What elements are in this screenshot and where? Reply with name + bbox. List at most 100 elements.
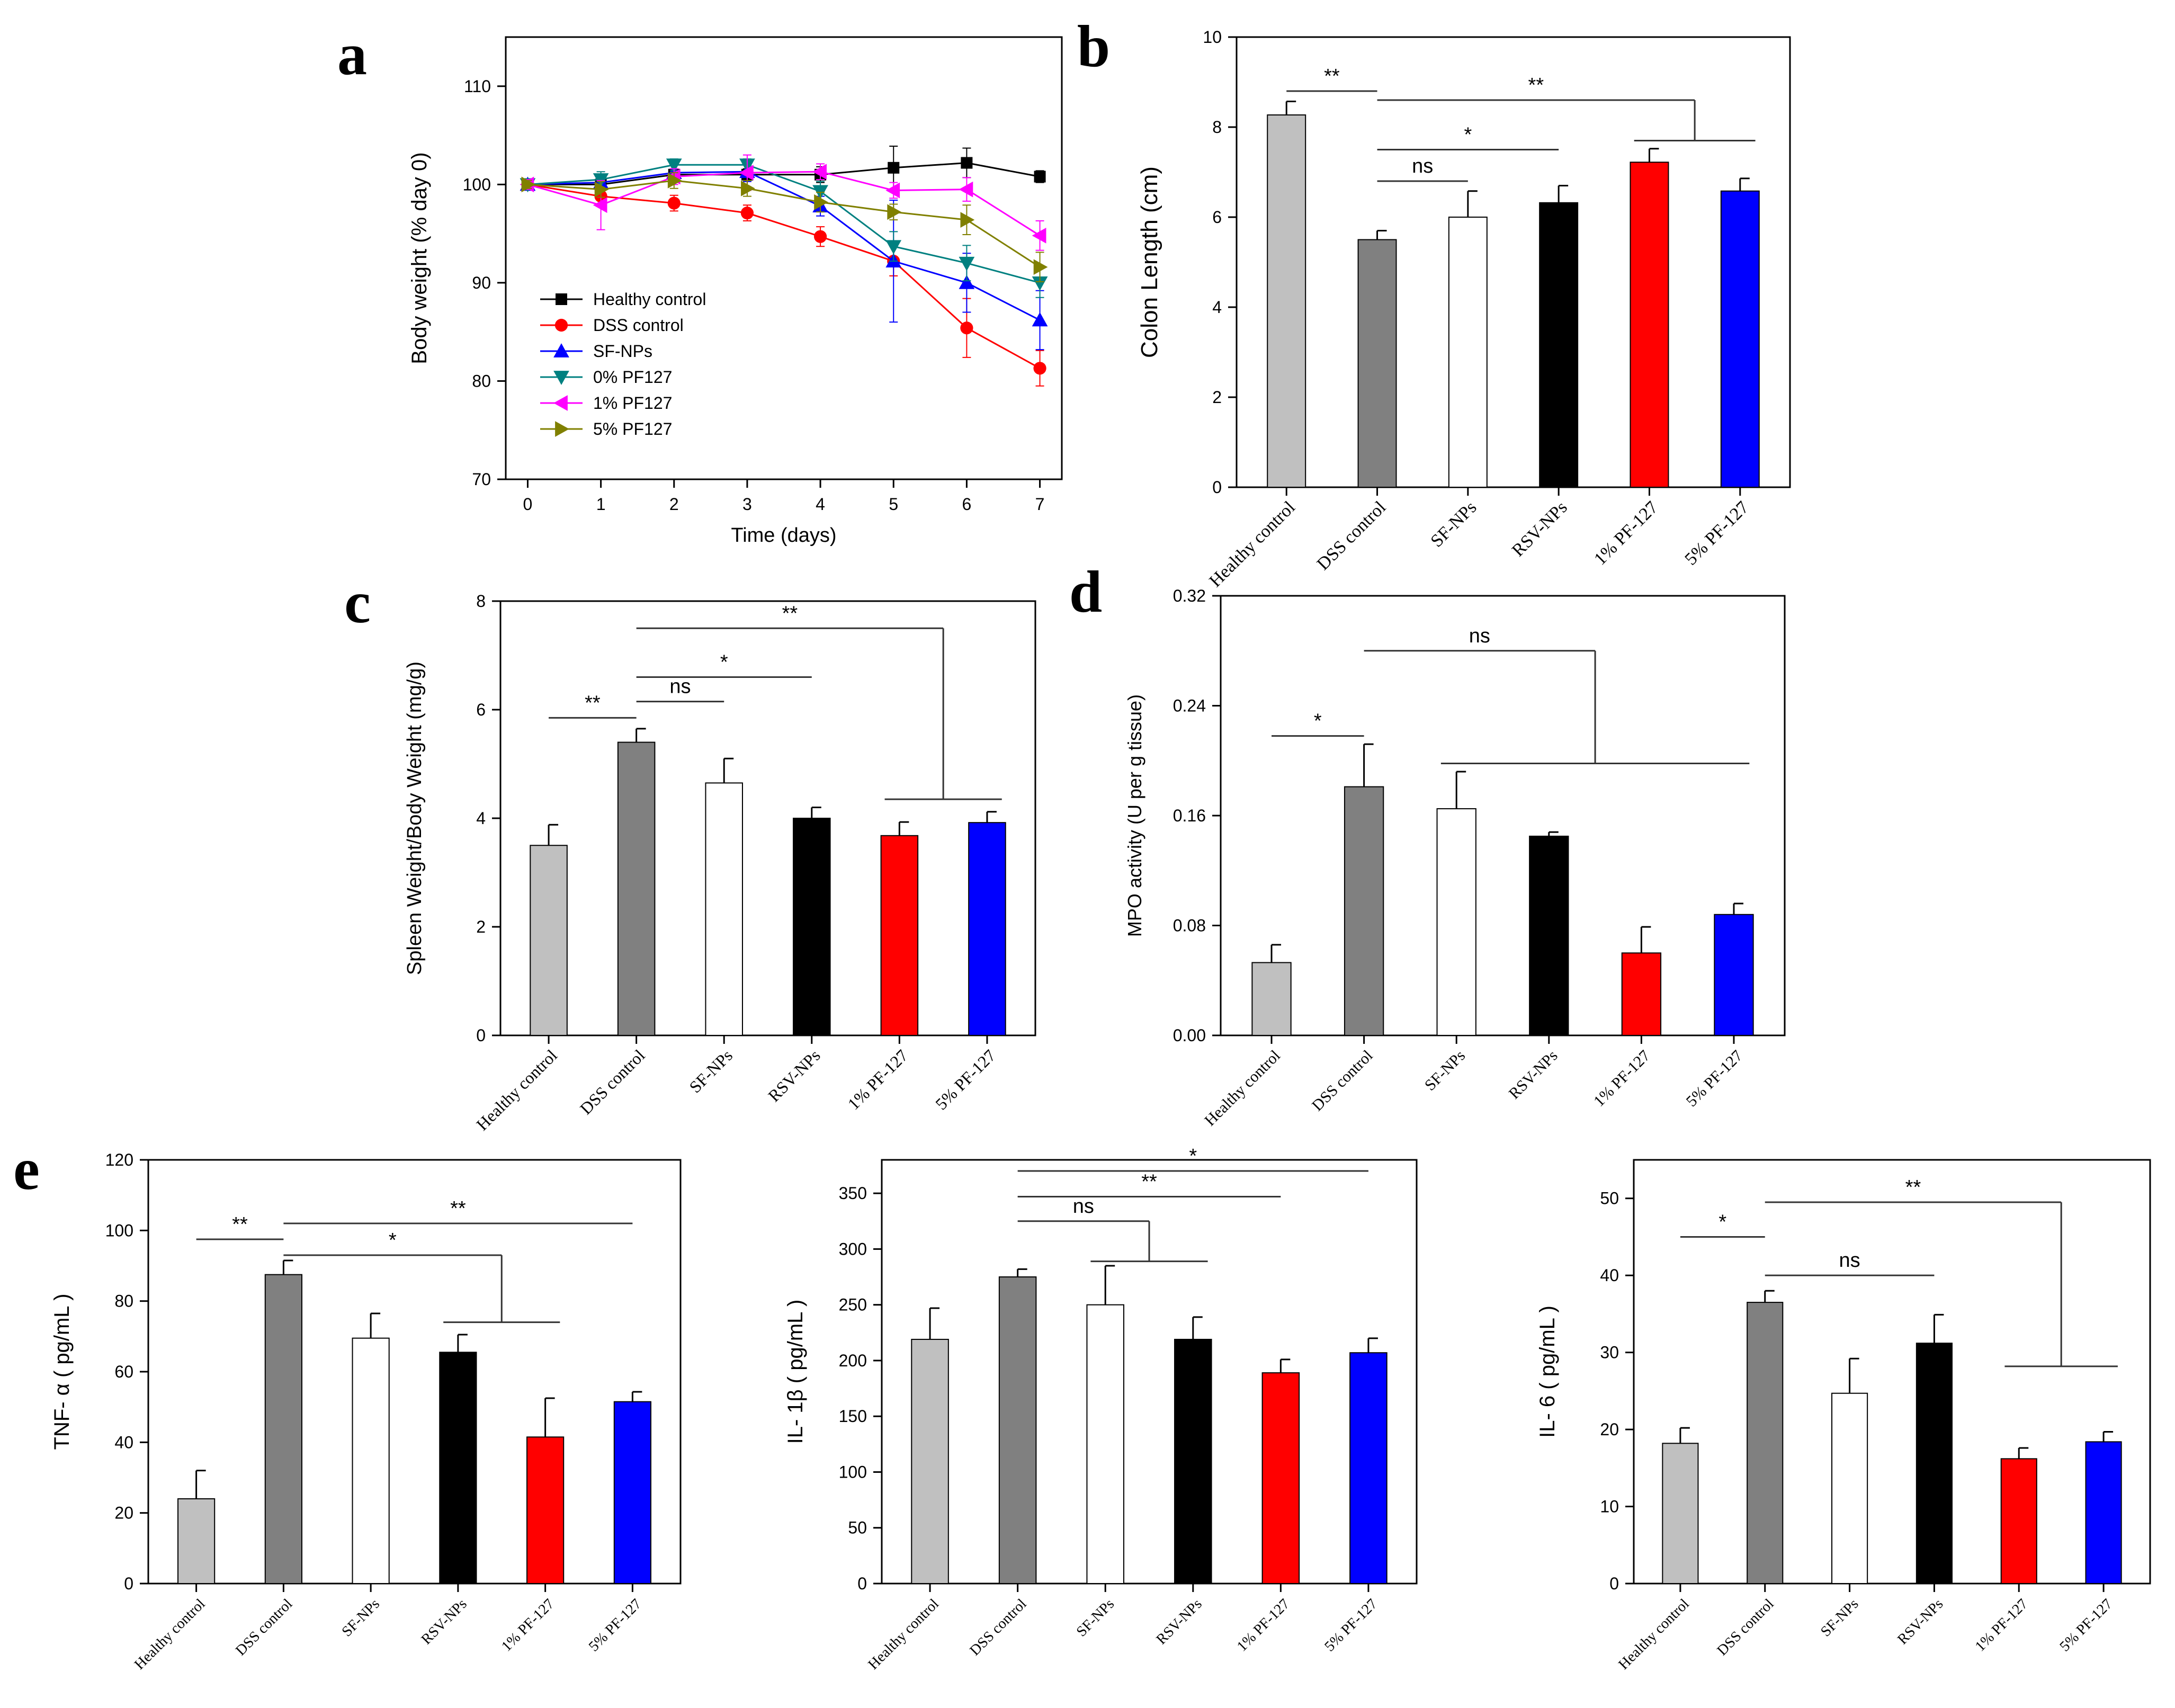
y-axis-title: Colon Length (cm) [1136, 166, 1162, 358]
bar [998, 1276, 1037, 1585]
plot-frame [505, 36, 1063, 480]
data-point [960, 321, 973, 335]
bar-group [264, 1259, 302, 1585]
bar [1529, 835, 1569, 1036]
significance-annotation: ** [1765, 1176, 2118, 1367]
bar-group [1357, 230, 1397, 488]
y-tick-label: 200 [839, 1351, 867, 1370]
y-tick-label: 50 [848, 1518, 867, 1537]
bar-group [1529, 831, 1569, 1036]
data-point [814, 194, 828, 210]
bar [613, 1401, 651, 1585]
x-axis-title: Time (days) [731, 524, 836, 547]
series-line [527, 164, 1040, 284]
y-axis-title: Spleen Weight/Body Weight (mg/g) [404, 661, 426, 975]
series-5-pf127: 5% PF127 [521, 172, 1048, 439]
data-point [1033, 362, 1046, 375]
y-tick-label: 80 [114, 1292, 133, 1311]
bar [526, 1436, 565, 1584]
significance-annotation: ** [1377, 74, 1756, 141]
significance-label: * [1464, 124, 1472, 146]
y-tick-label: 0 [857, 1574, 867, 1593]
bar [1539, 202, 1579, 488]
significance-label: ** [1324, 65, 1340, 87]
x-tick-label: 2 [669, 495, 679, 514]
y-tick-label: 8 [1212, 118, 1222, 137]
category-label: Healthy control [1615, 1596, 1693, 1673]
y-axis-title: Body weight (% day 0) [408, 152, 431, 364]
bar [880, 835, 919, 1036]
bar-group [2000, 1447, 2037, 1584]
bar-group [1714, 902, 1754, 1036]
y-tick-label: 4 [476, 809, 486, 828]
category-label: SF-NPs [339, 1596, 383, 1640]
significance-annotation: ** [1286, 65, 1377, 92]
y-tick-label: 40 [114, 1433, 133, 1452]
panel-label: c [344, 570, 371, 636]
bar-group [613, 1391, 651, 1585]
bar-group [352, 1312, 390, 1585]
legend-entry: DSS control [593, 316, 684, 335]
y-tick-label: 0 [124, 1574, 133, 1593]
bar [177, 1498, 216, 1584]
y-tick-label: 50 [1600, 1189, 1619, 1208]
significance-annotation: ** [1017, 1170, 1281, 1197]
category-label: SF-NPs [1818, 1596, 1862, 1640]
category-label: 5% PF-127 [1681, 497, 1752, 569]
significance-label: * [1718, 1211, 1726, 1233]
y-tick-label: 2 [476, 917, 486, 936]
data-point [666, 158, 682, 173]
significance-annotation: ns [1765, 1249, 1935, 1276]
bar-group [617, 728, 656, 1036]
category-label: RSV-NPs [1506, 1047, 1561, 1103]
bar-group [880, 821, 919, 1036]
bar-group [526, 1397, 565, 1584]
y-tick-label: 20 [1600, 1420, 1619, 1439]
y-tick-label: 100 [839, 1462, 867, 1481]
category-label: 1% PF-127 [844, 1045, 911, 1113]
bar [1448, 217, 1488, 488]
bar-group [1261, 1358, 1300, 1584]
data-point [887, 204, 902, 220]
category-label: 1% PF-127 [1590, 1047, 1653, 1110]
significance-annotation: ns [636, 676, 724, 703]
bar [617, 741, 656, 1036]
bar-group [1267, 101, 1306, 488]
significance-label: ns [1839, 1249, 1860, 1272]
bar-group [1448, 190, 1488, 488]
data-point [521, 176, 536, 193]
bar [1357, 239, 1397, 488]
panel-label: d [1069, 559, 1102, 625]
plot-frame [881, 1159, 1418, 1585]
bar [1630, 162, 1669, 488]
bar-group [1747, 1290, 1784, 1584]
data-point [959, 256, 975, 271]
x-tick-label: 3 [742, 495, 752, 514]
significance-label: ** [1141, 1170, 1157, 1193]
y-axis-title: TNF- α ( pg/mL ) [50, 1294, 74, 1450]
y-tick-label: 0.08 [1173, 916, 1206, 935]
y-tick-label: 150 [839, 1407, 867, 1426]
y-tick-label: 250 [839, 1295, 867, 1314]
bar [1621, 952, 1662, 1036]
series-line [527, 180, 1041, 268]
bar [1916, 1343, 1953, 1585]
y-tick-label: 2 [1212, 388, 1222, 407]
y-axis-title: IL- 6 ( pg/mL ) [1536, 1305, 1559, 1438]
panel-b: b 0 2 4 6 8 10 Colon Length (cm) Healthy control… [1077, 14, 1791, 591]
category-label: DSS control [1714, 1596, 1777, 1659]
bar [705, 782, 743, 1036]
data-point [885, 240, 902, 255]
significance-label: ns [1073, 1195, 1094, 1218]
panel-label: b [1077, 14, 1110, 79]
bar [1267, 114, 1306, 488]
significance-label: ** [782, 602, 798, 624]
y-tick-label: 60 [114, 1362, 133, 1381]
category-label: 5% PF-127 [932, 1045, 999, 1113]
significance-label: ** [1528, 74, 1544, 96]
y-tick-label: 30 [1600, 1343, 1619, 1362]
bar-group [1621, 926, 1662, 1036]
y-tick-label: 350 [839, 1184, 867, 1203]
category-label: Healthy control [1201, 1047, 1284, 1130]
category-label: 1% PF-127 [1972, 1596, 2031, 1655]
